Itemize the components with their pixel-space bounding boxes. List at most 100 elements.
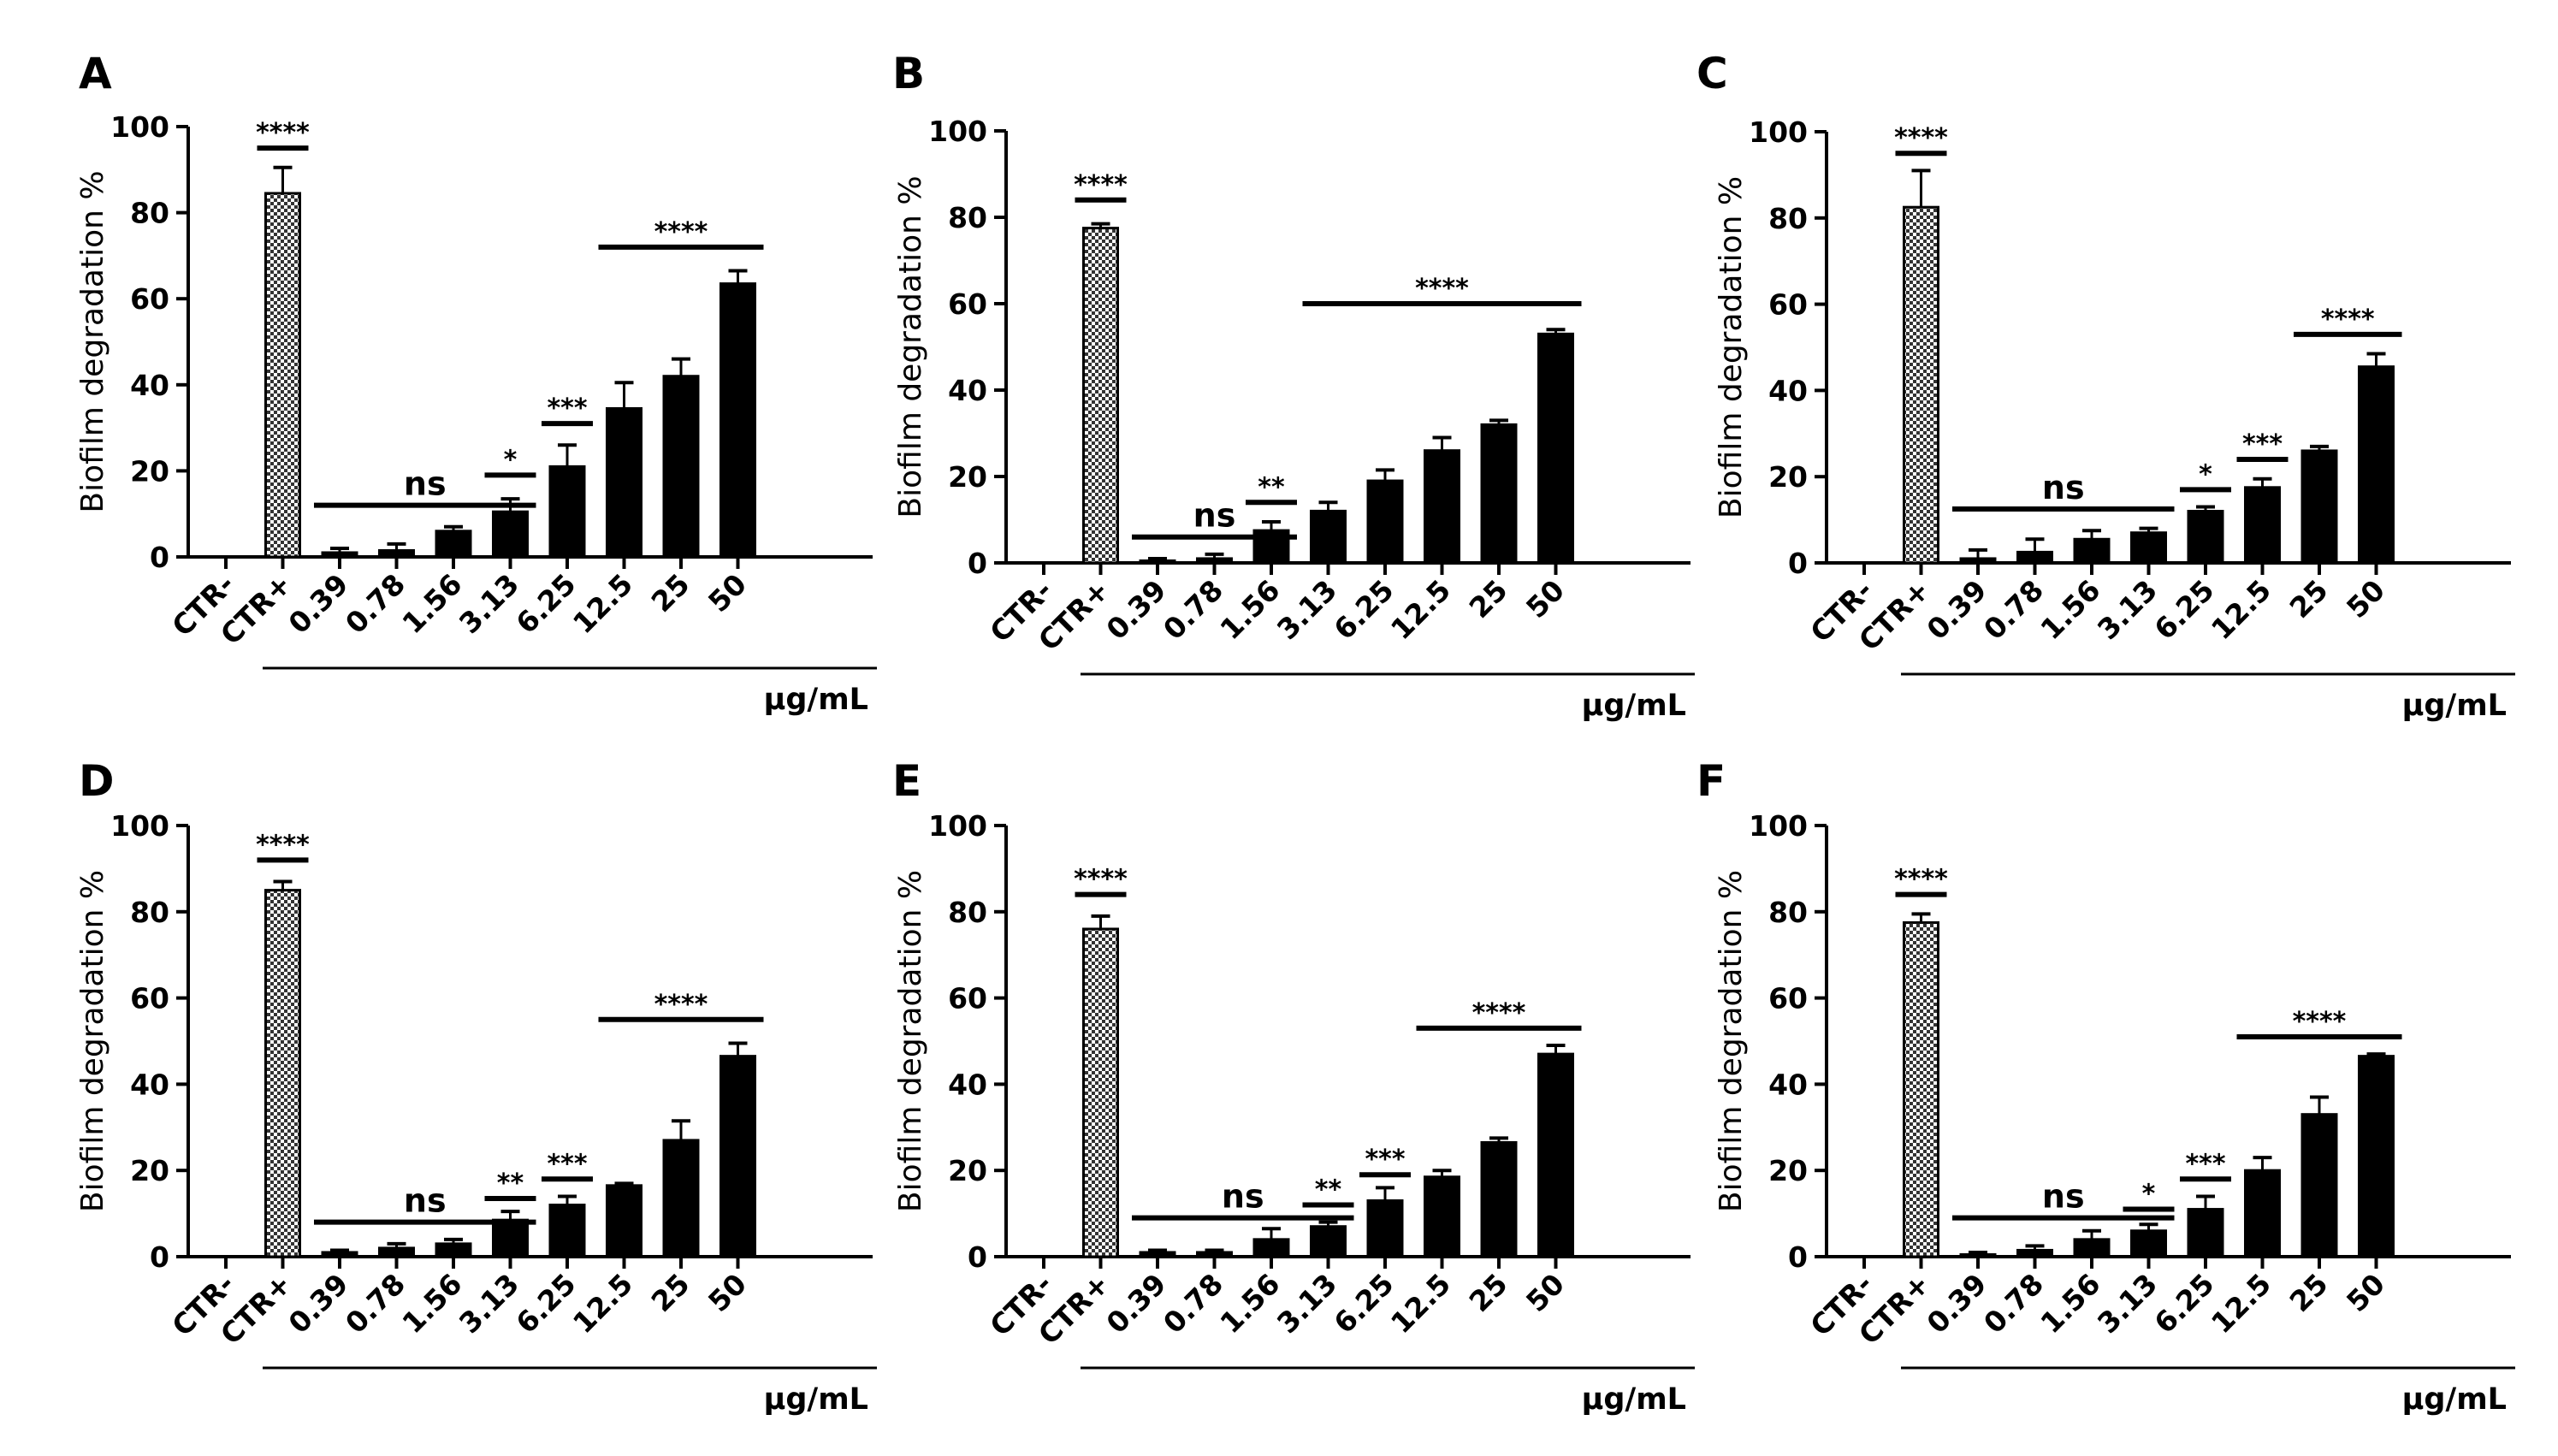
- x-unit-label: μg/mL: [2402, 689, 2507, 723]
- significance-label: ***: [2242, 429, 2283, 459]
- x-category-label: 25: [1463, 1267, 1514, 1318]
- x-category-label: 3.13: [1270, 1267, 1343, 1340]
- y-tick-label: 40: [130, 369, 169, 402]
- significance-label: **: [497, 1169, 524, 1199]
- significance-label: ns: [1193, 497, 1236, 535]
- y-tick-label: 60: [130, 982, 169, 1015]
- x-category-label: 6.25: [1328, 573, 1400, 646]
- y-tick-label: 100: [1749, 115, 1808, 149]
- x-category-label: 0.39: [1921, 1267, 1993, 1340]
- x-category-label: 0.78: [1977, 1267, 2050, 1340]
- panel-letter: D: [79, 756, 115, 806]
- x-category-label: 12.5: [2205, 1267, 2277, 1340]
- bar-50: [719, 282, 756, 559]
- y-tick-label: 60: [1768, 288, 1808, 322]
- bar-0.39: [1959, 557, 1997, 565]
- bar-50: [1537, 332, 1574, 565]
- significance-label: ns: [404, 465, 447, 503]
- x-unit-label: μg/mL: [2402, 1382, 2507, 1417]
- y-tick-label: 20: [1768, 1154, 1808, 1187]
- significance-label: ***: [2185, 1149, 2225, 1179]
- y-tick-label: 0: [150, 1240, 169, 1274]
- bar-CTR+: [1903, 920, 1939, 1258]
- bar-CTR+: [1082, 227, 1119, 565]
- bar-25: [2300, 1113, 2338, 1258]
- bar-6.25: [1366, 1199, 1404, 1258]
- y-tick-label: 20: [130, 1154, 169, 1187]
- x-category-label: 50: [1519, 573, 1571, 624]
- x-category-label: 1.56: [2034, 1267, 2107, 1340]
- y-tick-label: 40: [130, 1068, 169, 1101]
- bar-12.5: [606, 1184, 642, 1258]
- bar-6.25: [2187, 510, 2224, 565]
- bar-6.25: [548, 465, 586, 559]
- y-tick-label: 80: [948, 896, 987, 929]
- x-category-label: 3.13: [2091, 1267, 2164, 1340]
- y-tick-label: 40: [1768, 1068, 1808, 1101]
- significance-label: *: [2199, 459, 2212, 489]
- bar-50: [2358, 365, 2395, 565]
- bar-0.39: [1139, 559, 1176, 565]
- bar-0.39: [1139, 1251, 1176, 1258]
- y-tick-label: 0: [1788, 1240, 1808, 1274]
- bar-0.78: [378, 1246, 415, 1258]
- bar-1.56: [1252, 1238, 1290, 1258]
- x-category-label: 25: [645, 1267, 696, 1318]
- y-tick-label: 40: [948, 374, 987, 407]
- bar-6.25: [1366, 479, 1404, 565]
- significance-label: ****: [1894, 123, 1948, 153]
- y-tick-label: 100: [1749, 809, 1808, 843]
- significance-label: ****: [256, 118, 310, 148]
- bar-12.5: [2244, 1169, 2281, 1258]
- y-axis-label: Biofilm degradation %: [75, 870, 110, 1212]
- x-category-label: 6.25: [510, 567, 583, 640]
- x-category-label: 12.5: [566, 567, 639, 640]
- x-unit-label: μg/mL: [1582, 689, 1686, 723]
- x-category-label: 0.39: [1921, 573, 1993, 646]
- x-category-label: 6.25: [1328, 1267, 1400, 1340]
- bar-25: [1480, 1140, 1518, 1258]
- y-axis-label: Biofilm degradation %: [75, 170, 110, 512]
- bar-3.13: [492, 510, 529, 559]
- x-category-label: 50: [702, 1267, 753, 1318]
- x-category-label: 50: [1519, 1267, 1571, 1318]
- bar-50: [719, 1055, 756, 1258]
- bar-25: [1480, 423, 1518, 565]
- bar-0.39: [321, 551, 358, 559]
- significance-label: ****: [2293, 1007, 2347, 1037]
- x-unit-label: μg/mL: [1582, 1382, 1686, 1417]
- bar-0.39: [1959, 1252, 1997, 1258]
- bar-CTR+: [264, 192, 301, 559]
- x-category-label: 1.56: [396, 1267, 469, 1340]
- x-category-label: 6.25: [2148, 573, 2221, 646]
- panel-letter: A: [79, 49, 112, 98]
- bar-6.25: [2187, 1208, 2224, 1258]
- significance-label: ***: [547, 1149, 587, 1179]
- significance-label: ns: [404, 1182, 447, 1220]
- x-category-label: 0.78: [1157, 1267, 1229, 1340]
- significance-label: *: [2142, 1180, 2156, 1210]
- y-tick-label: 100: [110, 110, 169, 144]
- bar-3.13: [1310, 1225, 1347, 1258]
- x-category-label: 25: [2283, 573, 2335, 624]
- bar-0.78: [2016, 550, 2053, 565]
- significance-label: ****: [256, 830, 310, 860]
- x-unit-label: μg/mL: [764, 683, 868, 717]
- panel-letter: F: [1696, 756, 1726, 806]
- significance-label: ****: [2321, 305, 2375, 334]
- bar-1.56: [2073, 1238, 2111, 1258]
- bar-12.5: [2244, 486, 2281, 565]
- bar-1.56: [435, 1242, 472, 1258]
- x-category-label: 1.56: [396, 567, 469, 640]
- x-category-label: 12.5: [566, 1267, 639, 1340]
- y-tick-label: 60: [948, 287, 987, 321]
- panel-letter: C: [1696, 49, 1728, 98]
- y-tick-label: 20: [130, 454, 169, 488]
- y-tick-label: 100: [928, 115, 987, 148]
- y-tick-label: 0: [968, 547, 987, 580]
